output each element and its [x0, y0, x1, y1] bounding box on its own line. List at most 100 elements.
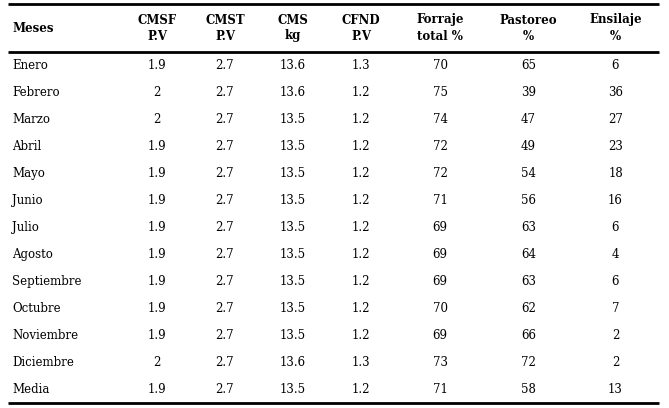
Text: 36: 36 — [608, 86, 623, 99]
Text: 1.9: 1.9 — [148, 59, 167, 72]
Text: Agosto: Agosto — [12, 248, 53, 261]
Text: 69: 69 — [432, 248, 448, 261]
Text: 2.7: 2.7 — [215, 167, 234, 180]
Text: 39: 39 — [521, 86, 536, 99]
Text: 75: 75 — [432, 86, 448, 99]
Text: CMST
P.V: CMST P.V — [205, 13, 245, 42]
Text: Octubre: Octubre — [12, 302, 61, 315]
Text: 64: 64 — [521, 248, 536, 261]
Text: 2.7: 2.7 — [215, 113, 234, 126]
Text: CMS
kg: CMS kg — [278, 13, 308, 42]
Text: 1.2: 1.2 — [352, 167, 370, 180]
Text: 1.2: 1.2 — [352, 275, 370, 288]
Text: 2.7: 2.7 — [215, 59, 234, 72]
Text: 54: 54 — [521, 167, 536, 180]
Text: 1.9: 1.9 — [148, 275, 167, 288]
Text: 2: 2 — [612, 329, 619, 342]
Text: 16: 16 — [608, 194, 623, 207]
Text: 2.7: 2.7 — [215, 329, 234, 342]
Text: 69: 69 — [432, 221, 448, 234]
Text: 1.2: 1.2 — [352, 302, 370, 315]
Text: 56: 56 — [521, 194, 536, 207]
Text: 1.9: 1.9 — [148, 140, 167, 153]
Text: 13.5: 13.5 — [280, 167, 306, 180]
Text: 6: 6 — [611, 59, 619, 72]
Text: Ensilaje
%: Ensilaje % — [589, 13, 642, 42]
Text: 4: 4 — [611, 248, 619, 261]
Text: 6: 6 — [611, 221, 619, 234]
Text: 6: 6 — [611, 275, 619, 288]
Text: 69: 69 — [432, 275, 448, 288]
Text: 74: 74 — [432, 113, 448, 126]
Text: Noviembre: Noviembre — [12, 329, 78, 342]
Text: CMSF
P.V: CMSF P.V — [137, 13, 177, 42]
Text: 2.7: 2.7 — [215, 275, 234, 288]
Text: 72: 72 — [521, 356, 536, 369]
Text: 2.7: 2.7 — [215, 302, 234, 315]
Text: 63: 63 — [521, 221, 536, 234]
Text: 13.5: 13.5 — [280, 302, 306, 315]
Text: Diciembre: Diciembre — [12, 356, 74, 369]
Text: 2.7: 2.7 — [215, 221, 234, 234]
Text: Junio: Junio — [12, 194, 43, 207]
Text: 13.5: 13.5 — [280, 275, 306, 288]
Text: 71: 71 — [433, 194, 448, 207]
Text: 1.2: 1.2 — [352, 86, 370, 99]
Text: 13.5: 13.5 — [280, 383, 306, 396]
Text: 71: 71 — [433, 383, 448, 396]
Text: 2.7: 2.7 — [215, 383, 234, 396]
Text: 2.7: 2.7 — [215, 248, 234, 261]
Text: 13.6: 13.6 — [280, 86, 306, 99]
Text: 1.9: 1.9 — [148, 221, 167, 234]
Text: 1.9: 1.9 — [148, 383, 167, 396]
Text: 13.6: 13.6 — [280, 59, 306, 72]
Text: 62: 62 — [521, 302, 536, 315]
Text: Abril: Abril — [12, 140, 41, 153]
Text: 1.2: 1.2 — [352, 221, 370, 234]
Text: 13.5: 13.5 — [280, 329, 306, 342]
Text: 7: 7 — [611, 302, 619, 315]
Text: 73: 73 — [432, 356, 448, 369]
Text: 1.2: 1.2 — [352, 383, 370, 396]
Text: 49: 49 — [521, 140, 536, 153]
Text: 1.2: 1.2 — [352, 329, 370, 342]
Text: Meses: Meses — [12, 22, 54, 35]
Text: 69: 69 — [432, 329, 448, 342]
Text: Julio: Julio — [12, 221, 39, 234]
Text: 2.7: 2.7 — [215, 140, 234, 153]
Text: Marzo: Marzo — [12, 113, 50, 126]
Text: 70: 70 — [432, 59, 448, 72]
Text: 13.5: 13.5 — [280, 248, 306, 261]
Text: 1.9: 1.9 — [148, 248, 167, 261]
Text: 72: 72 — [433, 140, 448, 153]
Text: Enero: Enero — [12, 59, 48, 72]
Text: 65: 65 — [521, 59, 536, 72]
Text: 1.2: 1.2 — [352, 140, 370, 153]
Text: Febrero: Febrero — [12, 86, 60, 99]
Text: 58: 58 — [521, 383, 536, 396]
Text: 2.7: 2.7 — [215, 356, 234, 369]
Text: 13.5: 13.5 — [280, 140, 306, 153]
Text: 1.3: 1.3 — [352, 356, 371, 369]
Text: Mayo: Mayo — [12, 167, 45, 180]
Text: 2: 2 — [153, 113, 161, 126]
Text: 47: 47 — [521, 113, 536, 126]
Text: 2: 2 — [153, 356, 161, 369]
Text: 18: 18 — [608, 167, 623, 180]
Text: Pastoreo
%: Pastoreo % — [500, 13, 557, 42]
Text: 2: 2 — [612, 356, 619, 369]
Text: 1.2: 1.2 — [352, 113, 370, 126]
Text: 27: 27 — [608, 113, 623, 126]
Text: 1.9: 1.9 — [148, 302, 167, 315]
Text: 2.7: 2.7 — [215, 86, 234, 99]
Text: 2: 2 — [153, 86, 161, 99]
Text: CFND
P.V: CFND P.V — [342, 13, 380, 42]
Text: 70: 70 — [432, 302, 448, 315]
Text: 13.6: 13.6 — [280, 356, 306, 369]
Text: 1.9: 1.9 — [148, 329, 167, 342]
Text: 2.7: 2.7 — [215, 194, 234, 207]
Text: 13.5: 13.5 — [280, 221, 306, 234]
Text: 1.9: 1.9 — [148, 167, 167, 180]
Text: Forraje
total %: Forraje total % — [416, 13, 464, 42]
Text: Septiembre: Septiembre — [12, 275, 82, 288]
